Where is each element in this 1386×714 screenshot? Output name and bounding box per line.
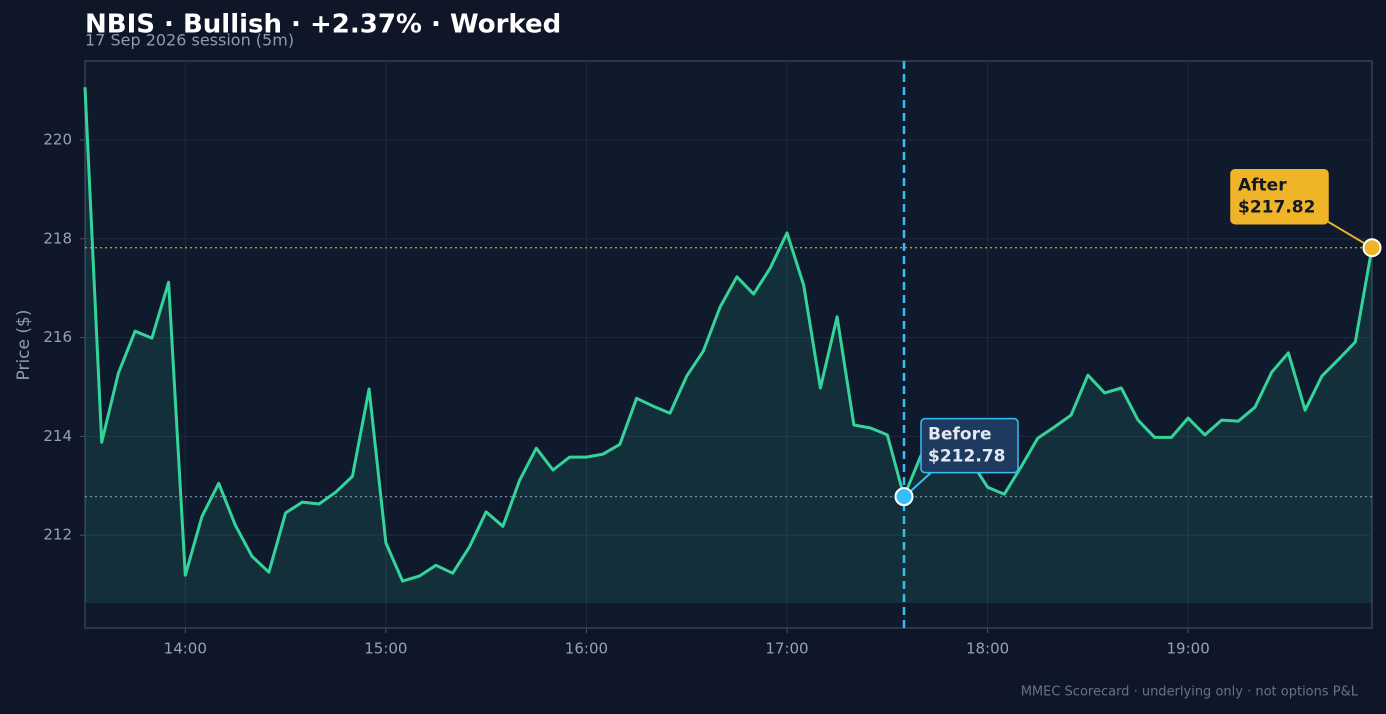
y-axis-label: Price ($)	[14, 310, 34, 381]
annotation-box	[1230, 168, 1329, 225]
x-tick-label: 18:00	[966, 640, 1009, 658]
area	[85, 87, 1372, 603]
x-tick-label: 16:00	[565, 640, 608, 658]
annotation-marker	[894, 487, 914, 507]
y-tick-label: 212	[43, 526, 72, 544]
y-tick-label: 216	[43, 328, 72, 346]
annotation-label: $212.78	[928, 447, 1005, 467]
x-tick-label: 14:00	[164, 640, 207, 658]
line	[83, 87, 1374, 583]
chart-title: NBIS · Bullish · +2.37% · Worked	[85, 10, 561, 40]
annotation-arrow	[1327, 220, 1366, 245]
x-tick-label: 17:00	[765, 640, 808, 658]
annotation-arrow	[908, 471, 932, 494]
y-tick-label: 220	[43, 131, 72, 149]
chart-subtitle: 17 Sep 2026 session (5m)	[85, 31, 294, 50]
x-tick-label: 15:00	[364, 640, 407, 658]
annotation-marker	[1362, 238, 1382, 258]
annotation-title: After	[1238, 176, 1287, 196]
annotation-label: $217.82	[1238, 198, 1315, 218]
y-tick-label: 214	[43, 427, 72, 445]
x-tick-label: 19:00	[1167, 640, 1210, 658]
plot-area	[84, 60, 1373, 629]
annotation-title: Before	[928, 425, 991, 445]
y-tick-label: 218	[43, 229, 72, 247]
annotation-box	[920, 417, 1019, 474]
footer: MMEC Scorecard · underlying only · not o…	[1021, 685, 1359, 700]
